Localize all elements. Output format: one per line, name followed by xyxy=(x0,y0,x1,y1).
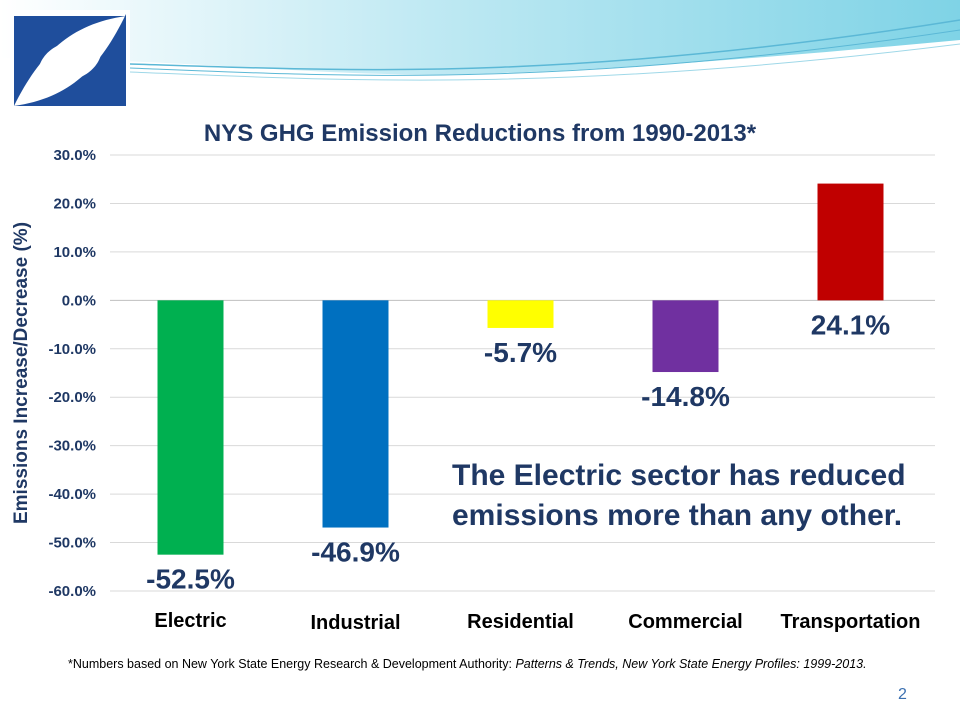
y-tick-label: -10.0% xyxy=(48,341,96,358)
data-label: -46.9% xyxy=(311,537,400,568)
header-wave-decoration xyxy=(0,0,960,81)
y-tick-label: -50.0% xyxy=(48,535,96,552)
category-label: Industrial xyxy=(310,612,400,634)
chart-title: NYS GHG Emission Reductions from 1990-20… xyxy=(203,120,757,147)
y-tick-label: -40.0% xyxy=(48,486,96,503)
category-label: Electric xyxy=(154,610,226,632)
footnote: *Numbers based on New York State Energy … xyxy=(68,656,908,673)
data-label: -14.8% xyxy=(641,381,730,412)
category-label: Residential xyxy=(467,611,574,633)
bar-electric xyxy=(157,300,224,555)
category-label: Transportation xyxy=(780,611,920,633)
bar-industrial xyxy=(322,300,389,528)
y-tick-label: 0.0% xyxy=(62,292,96,309)
bar-residential xyxy=(487,300,554,328)
page-number: 2 xyxy=(898,686,907,703)
annotation-line-1: The Electric sector has reduced xyxy=(452,459,906,492)
y-tick-label: 30.0% xyxy=(53,147,96,164)
chart-annotation: The Electric sector has reduced emission… xyxy=(452,456,952,536)
y-tick-label: -20.0% xyxy=(48,389,96,406)
organization-logo xyxy=(10,10,130,110)
bar-transportation xyxy=(817,183,884,301)
data-label: 24.1% xyxy=(811,309,890,340)
data-label: -5.7% xyxy=(484,337,557,368)
annotation-line-2: emissions more than any other. xyxy=(452,499,903,532)
category-label: Commercial xyxy=(628,611,743,633)
y-axis-title: Emissions Increase/Decrease (%) xyxy=(11,222,32,524)
y-tick-label: 20.0% xyxy=(53,195,96,212)
y-tick-label: -60.0% xyxy=(48,583,96,600)
bar-commercial xyxy=(652,300,719,373)
footnote-source: *Numbers based on New York State Energy … xyxy=(68,657,516,671)
y-tick-label: -30.0% xyxy=(48,438,96,455)
footnote-publication: Patterns & Trends, New York State Energy… xyxy=(515,657,867,671)
y-tick-label: 10.0% xyxy=(53,244,96,261)
data-label: -52.5% xyxy=(146,564,235,595)
